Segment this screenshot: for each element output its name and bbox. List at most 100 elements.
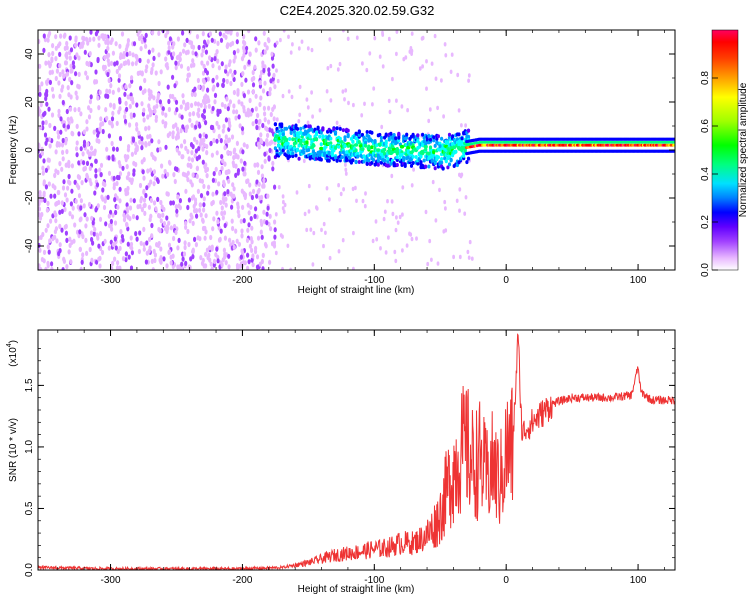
spectrogram-noise-cell (381, 64, 385, 69)
spectrogram-noise-cell (274, 250, 278, 256)
spectrogram-noise-cell (132, 112, 136, 118)
spectrogram-noise-cell (202, 108, 206, 114)
spectrogram-noise-cell (166, 30, 170, 35)
spectrogram-noise-cell (61, 69, 65, 75)
spectrogram-noise-cell (125, 51, 129, 57)
spectrogram-noise-cell (95, 259, 99, 265)
spectrogram-noise-cell (130, 177, 134, 183)
spectrogram-noise-cell (269, 111, 273, 118)
spectrogram-noise-cell (149, 213, 153, 219)
spectrogram-noise-cell (336, 67, 340, 72)
spectrogram-x-label: Height of straight line (km) (298, 285, 415, 296)
spectrogram-noise-cell (164, 56, 168, 62)
spectrogram-noise-cell (273, 219, 277, 225)
spectrogram-band-cell (346, 128, 350, 133)
spectrogram-noise-cell (197, 146, 201, 152)
spectrogram-noise-cell (138, 139, 142, 145)
spectrogram-noise-cell (224, 196, 228, 202)
spectrogram-band-cell (284, 126, 289, 131)
spectrogram-band-cell (343, 144, 347, 149)
spectrogram-noise-cell (223, 145, 227, 151)
snr-x-axis: -300 -200 -100 0 100 (57, 330, 665, 586)
spectrogram-noise-cell (99, 162, 104, 168)
spectrogram-noise-cell (443, 199, 447, 205)
spectrogram-noise-cell (144, 259, 148, 265)
spectrogram-noise-cell (51, 43, 55, 49)
spectrogram-noise-cell (226, 150, 230, 156)
spectrogram-noise-cell (68, 55, 72, 61)
spectrogram-noise-cell (152, 200, 157, 206)
spectrogram-y-label: Frequency (Hz) (8, 116, 19, 185)
spectrogram-noise-cell (79, 146, 83, 152)
spectrogram-noise-cell (128, 103, 132, 109)
spectrogram-band-cell (370, 145, 374, 150)
spectrogram-noise-cell (89, 94, 93, 100)
spectrogram-noise-cell (232, 89, 236, 96)
spectrogram-noise-cell (215, 210, 219, 216)
spectrogram-noise-cell (190, 157, 195, 163)
spectrogram-noise-cell (434, 76, 438, 81)
spectrogram-band-cell (321, 126, 325, 131)
spectrogram-noise-cell (425, 59, 428, 64)
spectrogram-noise-cell (306, 105, 310, 110)
spectrogram-noise-cell (231, 225, 235, 232)
spectrogram-noise-cell (135, 102, 139, 108)
spectrogram-band-cell (428, 137, 433, 142)
spectrogram-band-cell (337, 144, 341, 149)
spectrogram-band-cell (357, 129, 361, 134)
spectrogram-noise-cell (174, 229, 178, 236)
spectrogram-band-cell (387, 137, 391, 142)
spectrogram-noise-cell (228, 237, 232, 243)
spectrogram-noise-cell (338, 208, 342, 213)
spectrogram-noise-cell (143, 210, 147, 216)
spectrogram-noise-cell (167, 106, 171, 113)
spectrogram-noise-cell (242, 108, 246, 114)
spectrogram-noise-cell (68, 211, 72, 217)
spectrogram-band-cell (446, 165, 450, 170)
spectrogram-band-cell (351, 139, 355, 144)
spectrogram-band-cell (383, 151, 387, 156)
spectrogram-noise-cell (198, 202, 202, 208)
spectrogram-noise-cell (227, 253, 231, 259)
spectrogram-noise-cell (222, 210, 227, 216)
spectrogram-noise-cell (168, 93, 173, 99)
spectrogram-noise-cell (155, 103, 159, 109)
spectrogram-band-cell (284, 137, 289, 142)
spectrogram-noise-cell (73, 222, 77, 228)
spectrogram-noise-cell (241, 166, 245, 172)
spectrogram-noise-cell (85, 216, 89, 222)
spectrogram-noise-cell (169, 225, 173, 231)
spectrogram-noise-cell (213, 99, 217, 105)
spectrogram-noise-cell (94, 173, 98, 179)
spectrogram-noise-cell (183, 240, 187, 246)
spectrogram-noise-cell (395, 98, 398, 103)
spectrogram-noise-cell (71, 60, 75, 66)
spectrogram-noise-cell (127, 254, 131, 260)
spectrogram-band-cell (341, 150, 345, 155)
spectrogram-noise-cell (236, 88, 240, 94)
spectrogram-noise-cell (220, 154, 224, 160)
spectrogram-noise-cell (262, 67, 266, 74)
spectrogram-noise-cell (115, 146, 119, 152)
spectrogram-noise-cell (125, 106, 129, 112)
spectrogram-band-cell (314, 130, 319, 135)
spectrogram-noise-cell (195, 213, 199, 219)
spectrogram-noise-cell (111, 212, 115, 218)
spectrogram-noise-cell (190, 122, 194, 128)
spectrogram-noise-cell (387, 36, 391, 42)
spectrogram-noise-cell (241, 130, 245, 136)
spectrogram-noise-cell (431, 179, 435, 185)
spectrogram-noise-cell (167, 49, 171, 55)
spectrogram-noise-cell (257, 40, 261, 46)
spectrogram-noise-cell (254, 93, 258, 99)
spectrogram-noise-cell (137, 248, 141, 255)
spectrogram-noise-cell (93, 226, 97, 233)
spectrogram-noise-cell (175, 126, 180, 132)
snr-background (38, 330, 675, 570)
spectrogram-noise-cell (83, 212, 87, 218)
spectrogram-noise-cell (45, 207, 50, 213)
spectrogram-noise-cell (387, 235, 390, 240)
spectrogram-noise-cell (71, 205, 75, 211)
spectrogram-noise-cell (82, 203, 86, 209)
spectrogram-noise-cell (204, 133, 208, 139)
